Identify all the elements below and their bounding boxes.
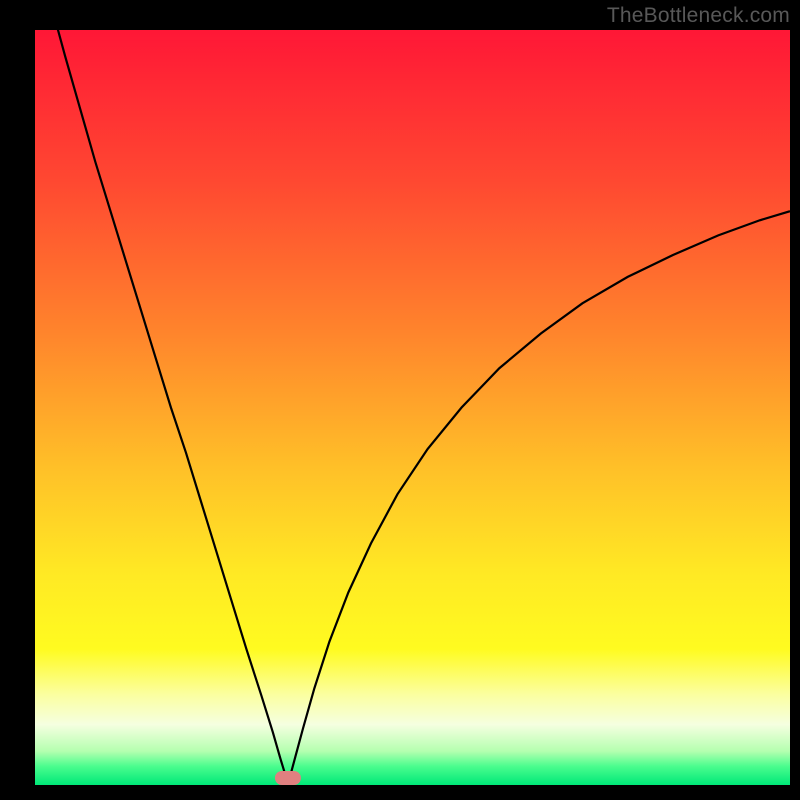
minimum-marker [275,771,301,785]
attribution-text: TheBottleneck.com [607,4,790,28]
chart-svg [0,0,800,800]
plot-background [35,30,790,785]
chart-container: TheBottleneck.com [0,0,800,800]
